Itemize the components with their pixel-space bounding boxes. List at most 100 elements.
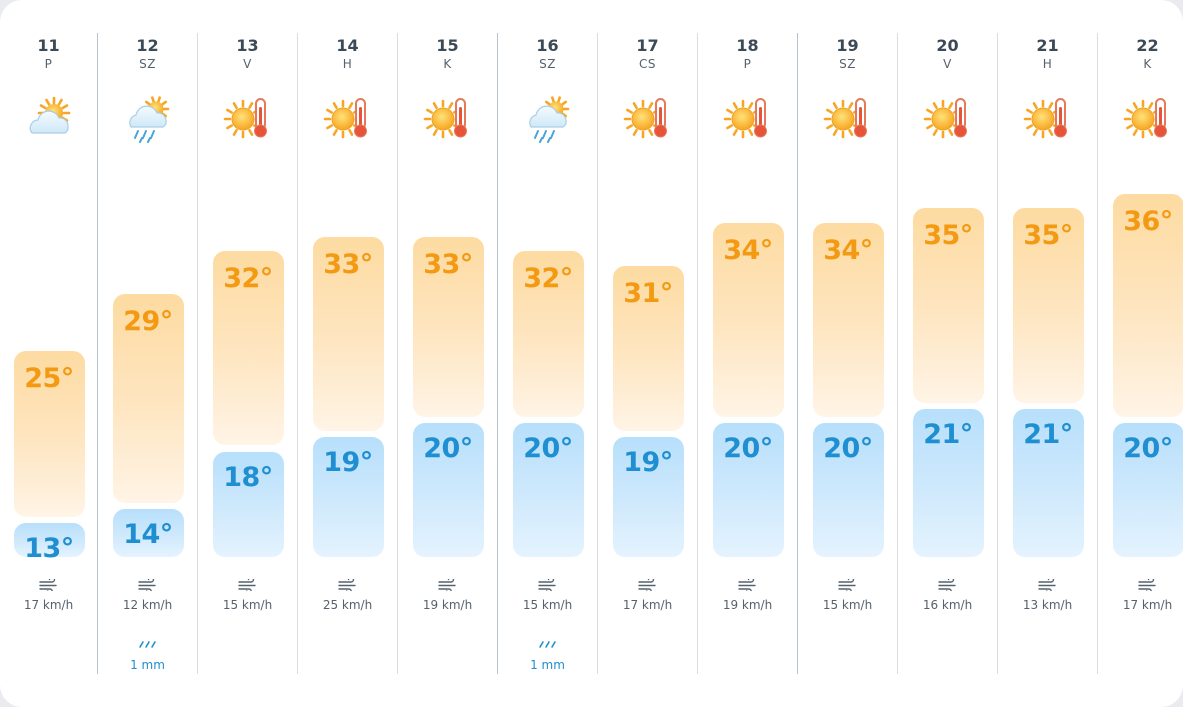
day-weekday: CS [639,57,656,71]
low-temp-bar: 20° [412,422,484,557]
high-temp-label: 34° [823,234,873,266]
day-weekday: P [743,57,752,71]
day-date: 17 [636,36,659,55]
rain-icon [538,641,556,648]
sun-hot-icon [923,98,967,139]
high-temp-label: 34° [723,234,773,266]
day-date: 12 [136,36,159,55]
day-weekday: V [243,57,252,71]
wind-icon [937,579,956,591]
low-temp-bar: 20° [1112,422,1183,557]
day-date: 16 [536,36,559,55]
day-weekday: SZ [839,57,856,71]
day-column[interactable]: 13 V 32° 18° 15 km/h [197,33,297,674]
precipitation-amount: 1 mm [530,658,565,672]
day-date: 19 [836,36,859,55]
high-temp-label: 32° [523,263,573,295]
wind-speed: 17 km/h [23,598,74,612]
wind-speed: 16 km/h [922,598,973,612]
high-temp-bar: 31° [612,265,684,432]
low-temp-label: 13° [24,533,74,564]
day-date: 18 [736,36,759,55]
wind-icon [637,579,656,591]
high-temp-label: 32° [223,263,273,295]
wind-speed: 17 km/h [1122,598,1173,612]
low-temp-label: 20° [723,432,773,464]
day-column[interactable]: 11 P 25° 13° 17 km/h [0,33,97,674]
high-temp-label: 33° [423,249,473,280]
wind-speed: 15 km/h [222,598,273,612]
day-date: 11 [37,36,60,55]
high-temp-bar: 29° [112,294,184,503]
wind-speed: 19 km/h [422,598,473,612]
day-column[interactable]: 18 P 34° 20° 19 km/h [697,33,797,674]
rain-cloud-icon [128,96,169,143]
low-temp-label: 20° [423,432,473,464]
high-temp-bar: 32° [212,251,284,446]
low-temp-bar: 20° [712,422,784,557]
day-weekday: SZ [539,57,556,71]
high-temp-bar: 35° [912,208,984,403]
day-weekday: H [1042,57,1053,71]
high-temp-bar: 36° [1112,194,1183,417]
sun-hot-icon [823,98,867,139]
high-temp-bar: 34° [812,222,884,417]
low-temp-bar: 19° [312,437,384,557]
wind-icon [737,579,756,591]
sun-cloud-icon [29,96,70,134]
day-column[interactable]: 15 K 33° 20° 19 km/h [397,33,497,674]
day-weekday: V [943,57,952,71]
high-temp-label: 35° [923,220,973,252]
low-temp-bar: 21° [912,408,984,557]
precipitation-amount: 1 mm [130,658,165,672]
low-temp-bar: 20° [812,422,884,557]
low-temp-bar: 14° [112,508,184,557]
high-temp-bar: 33° [312,237,384,432]
wind-speed: 13 km/h [1022,598,1073,612]
sun-hot-icon [723,98,767,139]
sun-hot-icon [423,98,467,139]
wind-speed: 15 km/h [822,598,873,612]
sun-hot-icon [323,98,367,139]
daily-forecast-strip: 11 P 25° 13° 17 km/h 12 SZ 29° 14° 12 km/h [0,33,1183,674]
low-temp-label: 20° [823,432,873,464]
day-column[interactable]: 20 V 35° 21° 16 km/h [897,33,997,674]
wind-icon [1137,579,1156,591]
sun-hot-icon [1123,98,1167,139]
day-column[interactable]: 19 SZ 34° 20° 15 km/h [797,33,897,674]
day-column[interactable]: 12 SZ 29° 14° 12 km/h 1 mm [97,33,197,674]
low-temp-label: 18° [223,461,273,493]
low-temp-label: 20° [1123,432,1173,464]
wind-icon [237,579,256,591]
high-temp-label: 31° [623,277,673,309]
day-weekday: H [342,57,353,71]
day-date: 21 [1036,36,1059,55]
wind-icon [337,579,356,591]
day-weekday: SZ [139,57,156,71]
low-temp-label: 20° [523,432,573,464]
high-temp-bar: 34° [712,222,784,417]
low-temp-label: 21° [1023,418,1073,450]
rain-icon [138,641,156,648]
day-column[interactable]: 17 CS 31° 19° 17 km/h [597,33,697,674]
high-temp-label: 35° [1023,220,1073,252]
day-date: 14 [336,36,359,55]
wind-icon [437,579,456,591]
wind-speed: 25 km/h [322,598,373,612]
day-column[interactable]: 16 SZ 32° 20° 15 km/h 1 mm [497,33,597,674]
sun-hot-icon [223,98,267,139]
wind-icon [1037,579,1056,591]
high-temp-label: 33° [323,249,373,280]
day-weekday: K [443,57,452,71]
low-temp-bar: 18° [212,451,284,557]
low-temp-label: 19° [623,447,673,479]
day-column[interactable]: 21 H 35° 21° 13 km/h [997,33,1097,674]
day-date: 20 [936,36,959,55]
day-column[interactable]: 14 H 33° 19° 25 km/h [297,33,397,674]
sun-hot-icon [1023,98,1067,139]
high-temp-bar: 33° [412,237,484,417]
day-column[interactable]: 22 K 36° 20° 17 km/h [1097,33,1183,674]
wind-speed: 17 km/h [622,598,673,612]
low-temp-label: 21° [923,418,973,450]
